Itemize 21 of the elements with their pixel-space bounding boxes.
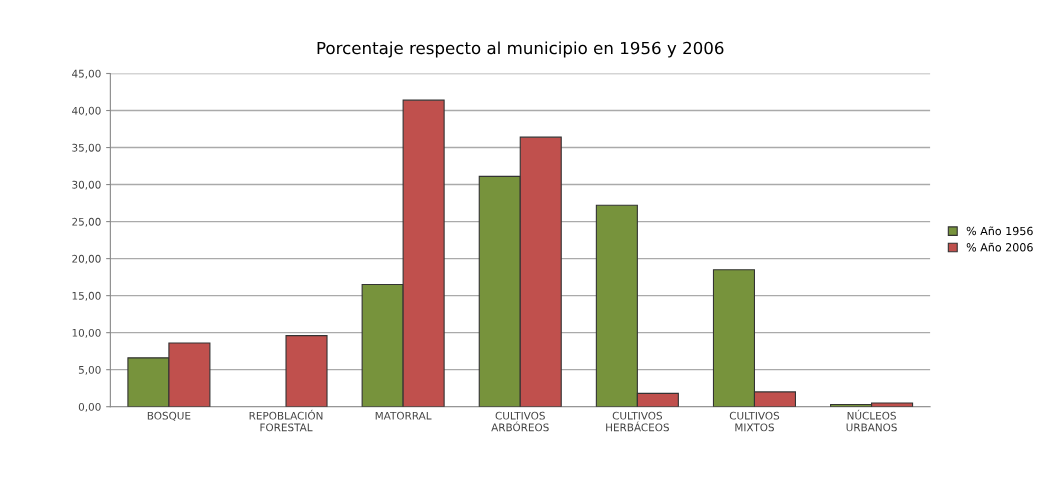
y-tick-label: 20,00: [72, 254, 101, 264]
y-tick-label: 25,00: [72, 217, 101, 227]
x-tick-label: REPOBLACIÓN FORESTAL: [249, 409, 323, 432]
legend-label: % Año 1956: [966, 226, 1033, 236]
x-tick-label: MATORRAL: [375, 411, 432, 420]
chart-title: Porcentaje respecto al municipio en 1956 y 2006: [317, 41, 724, 58]
x-tick-label: BOSQUE: [147, 411, 191, 421]
y-tick-label: 35,00: [72, 143, 101, 153]
y-tick-label: 40,00: [72, 106, 101, 116]
x-tick-label: CULTIVOS HERBÁCEOS: [606, 411, 669, 432]
legend-label: % Año 2006: [966, 242, 1033, 252]
bar: [285, 335, 328, 407]
x-tick-label: NÚCLEOS URBANOS: [846, 409, 897, 432]
x-tick-label: CULTIVOS ARBÓREOS: [491, 411, 549, 432]
x-tick-label: CULTIVOS MIXTOS: [729, 411, 780, 432]
y-tick-label: 15,00: [72, 291, 101, 301]
y-tick-label: 0,00: [78, 402, 101, 412]
y-tick-label: 45,00: [72, 69, 101, 79]
y-tick-label: 5,00: [78, 365, 101, 375]
y-tick-label: 30,00: [72, 180, 101, 190]
y-tick-label: 10,00: [72, 328, 101, 338]
